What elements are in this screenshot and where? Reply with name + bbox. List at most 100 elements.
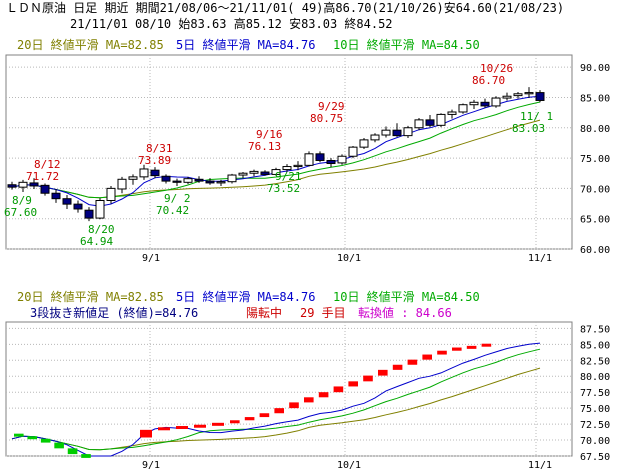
legend-ma10-top: 10日 終値平滑 MA=84.50 <box>333 37 480 52</box>
candle-body <box>315 153 325 161</box>
candle-body <box>40 184 50 194</box>
candle-body <box>513 93 523 97</box>
annotation-value: 86.70 <box>472 74 505 87</box>
candle-body <box>216 181 226 184</box>
x-tick-label: 11/1 <box>528 460 552 471</box>
chart-title: ＬＤＮ原油 日足 期近 期間21/08/06～21/11/01( 49)高86.… <box>6 0 564 15</box>
brick-up <box>437 350 447 355</box>
candle-body <box>458 104 468 113</box>
brick-up <box>348 381 358 387</box>
candle-body <box>359 139 369 148</box>
candle-body <box>172 180 182 183</box>
brick-down <box>14 433 24 437</box>
brick-down <box>27 436 38 440</box>
candle-body <box>381 129 391 136</box>
brick-up <box>378 369 388 376</box>
y-tick-label: 77.50 <box>580 388 610 399</box>
candle-body <box>535 92 545 101</box>
y-tick-label: 72.50 <box>580 420 610 431</box>
annotation-value: 76.13 <box>248 140 281 153</box>
annotation-value: 80.75 <box>310 112 343 125</box>
candle-body <box>7 184 17 188</box>
annotation-date: 8/31 <box>146 142 173 155</box>
annotation-date: 9/29 <box>318 100 345 113</box>
brick-up <box>466 345 477 349</box>
three-line-break-plot: 67.50 70.00 72.50 75.00 77.50 80.00 82.50 85.00… <box>5 321 610 471</box>
candle-body <box>370 134 380 141</box>
brick-up <box>158 427 170 431</box>
candle-body <box>392 129 402 137</box>
annotation-date: 8/9 <box>12 194 32 207</box>
brick-up <box>392 364 403 370</box>
y-tick-label: 60.00 <box>580 245 610 256</box>
candle-body <box>414 119 424 129</box>
brick-up <box>212 422 224 426</box>
y-tick-label: 70.00 <box>580 184 610 195</box>
brick-up <box>289 402 299 409</box>
candle-body <box>139 168 149 178</box>
brick-up <box>481 343 492 347</box>
candle-body <box>271 169 281 175</box>
brick-up <box>333 386 344 393</box>
brick-down <box>40 438 51 443</box>
candle-body <box>150 169 160 177</box>
candle-body <box>524 92 534 95</box>
candle-body <box>117 178 127 190</box>
x-tick-label: 10/1 <box>337 460 361 471</box>
candle-body <box>260 171 270 175</box>
candle-body <box>469 101 479 106</box>
brick-up <box>407 359 418 365</box>
candle-body <box>480 101 490 107</box>
y-tick-label: 70.00 <box>580 436 610 447</box>
plot-frame-bottom <box>5 321 573 457</box>
candle-body <box>194 178 204 182</box>
brick-up <box>140 429 152 438</box>
annotation-value: 73.89 <box>138 154 171 167</box>
brick-up <box>452 347 462 351</box>
annotation-date: 9/ 2 <box>164 192 191 205</box>
brick-up <box>318 392 329 398</box>
y-tick-label: 87.50 <box>580 324 610 335</box>
legend-ma5-top: 5日 終値平滑 MA=84.76 <box>176 37 315 52</box>
brick-up <box>230 420 240 424</box>
annotation-date: 11/ 1 <box>520 110 553 123</box>
candle-body <box>106 187 116 201</box>
candle-body <box>205 180 215 184</box>
three-line-break-label: 3段抜き新値足 (終値)=84.76 <box>30 305 198 320</box>
candle-body <box>73 203 83 210</box>
candle-body <box>128 176 138 180</box>
candle-body <box>293 164 303 168</box>
y-tick-label: 85.00 <box>580 340 610 351</box>
y-tick-label: 80.00 <box>580 124 610 135</box>
candle-body <box>304 153 314 166</box>
brick-up <box>194 424 206 428</box>
candle-body <box>29 182 39 187</box>
annotation-date: 8/12 <box>34 158 61 171</box>
annotation-value: 71.72 <box>26 170 59 183</box>
candle-body <box>348 146 358 157</box>
candle-body <box>62 198 72 205</box>
brick-up <box>304 397 314 403</box>
brick-up <box>176 426 188 430</box>
brick-down <box>67 448 78 455</box>
trend-count: 29 手目 <box>300 306 346 320</box>
legend-ma20-bottom: 20日 終値平滑 MA=82.85 <box>17 289 164 304</box>
candle-body <box>491 97 501 107</box>
brick-up <box>244 417 255 421</box>
x-tick-label: 9/1 <box>142 460 160 471</box>
candle-body <box>18 181 28 188</box>
brick-down <box>81 454 91 458</box>
candle-body <box>238 172 248 176</box>
candle-body <box>249 170 259 174</box>
candle-body <box>227 174 237 183</box>
annotation-date: 9/16 <box>256 128 283 141</box>
brick-up <box>363 375 373 382</box>
candle-body <box>436 113 446 126</box>
ma5-line <box>11 342 541 457</box>
y-tick-label: 82.50 <box>580 356 610 367</box>
brick-up <box>422 354 432 360</box>
y-tick-label: 67.50 <box>580 452 610 463</box>
candle-body <box>84 209 94 219</box>
annotation-date: 9/21 <box>275 170 302 183</box>
